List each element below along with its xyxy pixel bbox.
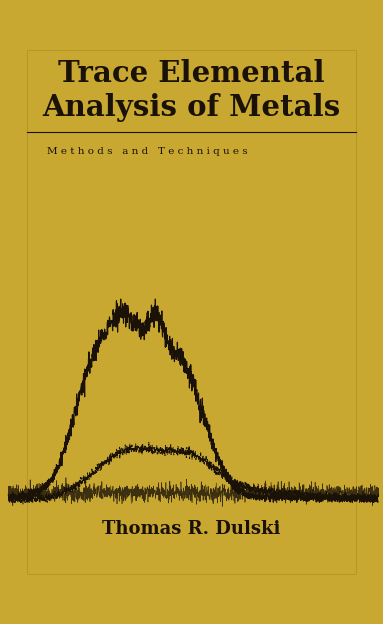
Text: Analysis of Metals: Analysis of Metals — [43, 93, 340, 122]
Text: Trace Elemental: Trace Elemental — [58, 59, 325, 88]
Bar — [28, 50, 355, 574]
Text: Thomas R. Dulski: Thomas R. Dulski — [102, 520, 281, 538]
Text: M e t h o d s   a n d   T e c h n i q u e s: M e t h o d s a n d T e c h n i q u e s — [46, 147, 247, 156]
